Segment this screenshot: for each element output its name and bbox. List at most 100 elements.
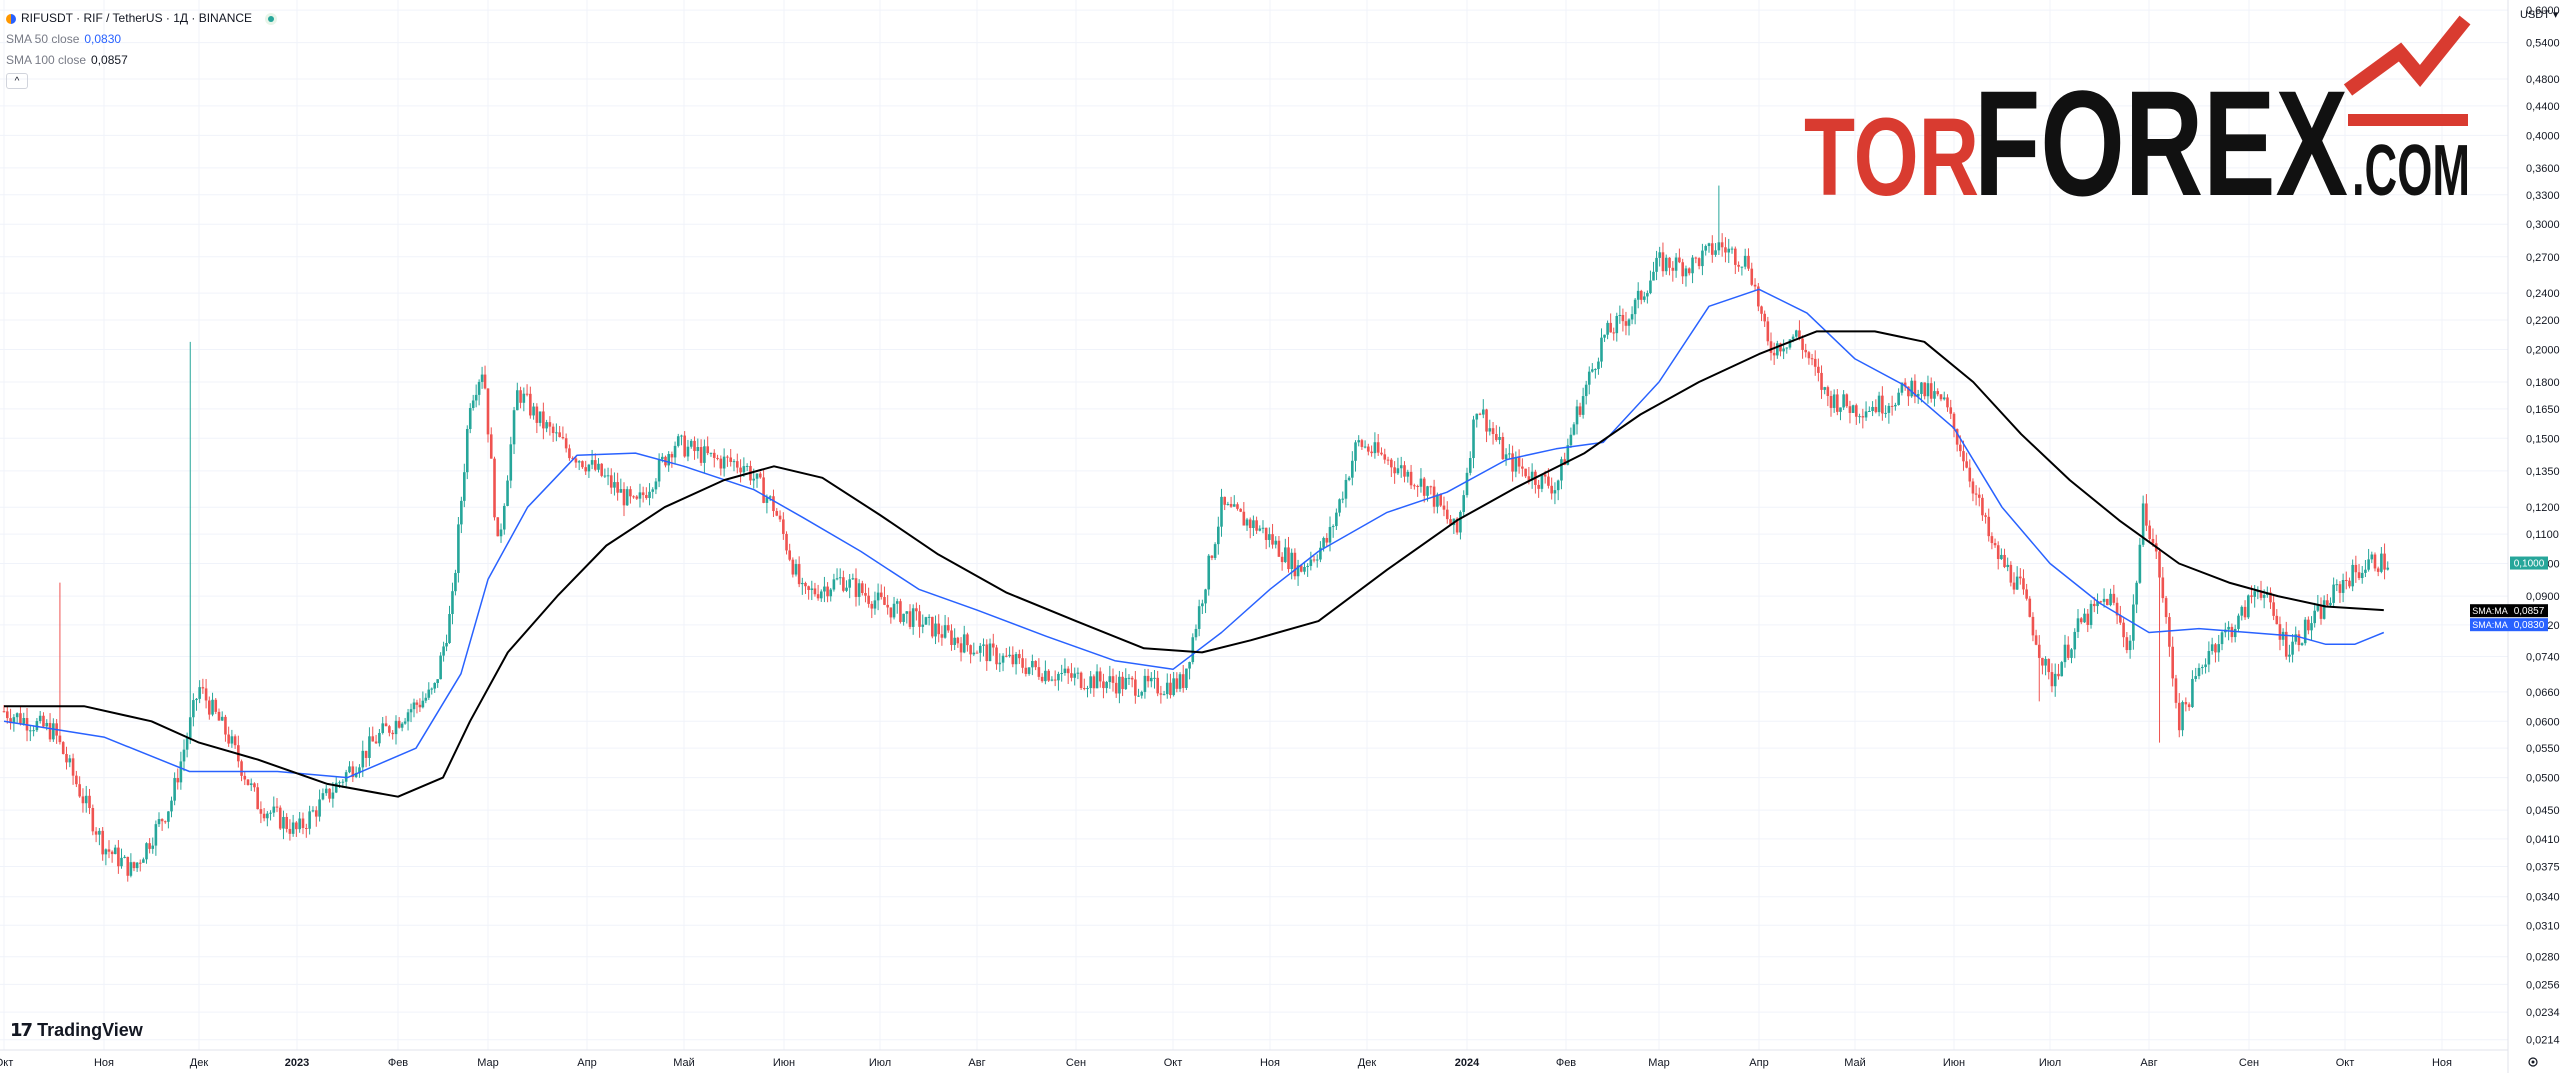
- candle-body: [1021, 658, 1024, 668]
- candle-body: [609, 475, 613, 488]
- y-tick-label: 0,1650: [2526, 404, 2560, 416]
- candle-body: [1213, 544, 1217, 558]
- candle-body: [667, 454, 670, 466]
- candle-body: [716, 457, 719, 459]
- tradingview-branding[interactable]: 𝟭𝟳 TradingView: [10, 1020, 143, 1041]
- candle-body: [1442, 505, 1446, 510]
- candle-body: [1981, 497, 1984, 516]
- candle-body: [972, 652, 976, 655]
- x-tick-label: Авг: [2140, 1057, 2157, 1069]
- candle-body: [2141, 503, 2145, 545]
- candle-body: [65, 753, 68, 763]
- candle-body: [1877, 395, 1881, 413]
- candle-body: [1293, 552, 1297, 577]
- candle-body: [1766, 321, 1770, 342]
- candle-body: [400, 723, 404, 728]
- candle-body: [680, 435, 683, 437]
- candle-body: [2386, 567, 2390, 570]
- candle-body: [195, 698, 198, 701]
- candle-body: [2037, 644, 2041, 658]
- indicator-sma50-row[interactable]: SMA 50 close 0,0830: [6, 29, 277, 50]
- candle-body: [1691, 257, 1694, 274]
- candle-body: [1782, 348, 1785, 352]
- candle-body: [1306, 565, 1309, 567]
- candle-body: [1527, 476, 1531, 481]
- candle-body: [1636, 290, 1640, 300]
- x-tick-label: 2024: [1455, 1057, 1480, 1069]
- candle-body: [1845, 394, 1849, 407]
- candle-body: [590, 460, 594, 465]
- candle-body: [902, 613, 905, 622]
- candle-body: [2207, 651, 2211, 665]
- candle-body: [1511, 453, 1514, 472]
- candle-body: [1462, 495, 1466, 512]
- candle-body: [768, 496, 772, 498]
- symbol-row[interactable]: RIFUSDT · RIF / TetherUS · 1Д · BINANCE: [6, 8, 278, 29]
- candle-body: [2122, 622, 2125, 638]
- candle-body: [448, 614, 451, 643]
- gear-icon[interactable]: [2527, 1056, 2539, 1068]
- candle-body: [2022, 578, 2025, 590]
- candle-body: [71, 758, 75, 776]
- candle-body: [1344, 479, 1348, 499]
- candle-body: [759, 473, 762, 478]
- indicator-sma100-row[interactable]: SMA 100 close 0,0857: [6, 50, 277, 71]
- candle-body: [538, 411, 542, 423]
- y-tick-label: 0,2400: [2526, 288, 2560, 300]
- candle-body: [794, 564, 798, 575]
- candle-body: [1913, 380, 1917, 397]
- candle-body: [2354, 564, 2358, 573]
- candle-body: [224, 716, 227, 735]
- candle-body: [722, 456, 726, 469]
- time-axis[interactable]: Окт Ноя Дек 2023 Фев Мар Апр Май Июн Июл Авг Сен Окт…: [0, 1049, 2508, 1069]
- candle-body: [1627, 319, 1631, 326]
- candle-body: [2278, 624, 2282, 640]
- candle-body: [1566, 445, 1570, 465]
- candle-body: [1788, 339, 1792, 348]
- candle-body: [782, 519, 785, 534]
- candle-body: [1156, 677, 1159, 694]
- y-tick-label: 0,1200: [2526, 502, 2560, 514]
- candle-body: [683, 435, 686, 457]
- candle-body: [1707, 243, 1711, 247]
- candle-body: [978, 645, 982, 653]
- candle-body: [421, 700, 425, 708]
- candle-body: [772, 496, 775, 512]
- candle-body: [519, 390, 522, 403]
- candle-body: [892, 603, 896, 618]
- price-axis[interactable]: 0,6000 0,5400 0,4800 0,4400 0,4000 0,3600 0,33…: [2507, 0, 2560, 1073]
- y-tick-label: 0,2200: [2526, 315, 2560, 327]
- y-tick-label: 0,2000: [2526, 344, 2560, 356]
- candle-body: [454, 572, 457, 592]
- candle-body: [752, 478, 756, 481]
- candle-body: [1089, 676, 1092, 689]
- candle-body: [278, 807, 282, 829]
- candle-body: [84, 795, 88, 804]
- candle-body: [91, 808, 95, 832]
- candle-body: [1373, 442, 1377, 454]
- candle-body: [1127, 677, 1131, 679]
- candle-body: [1757, 286, 1760, 307]
- symbol-title[interactable]: RIFUSDT · RIF / TetherUS · 1Д · BINANCE: [21, 11, 253, 25]
- candle-body: [1037, 667, 1041, 677]
- candle-body: [876, 592, 880, 601]
- candle-body: [465, 429, 469, 473]
- candle-body: [638, 492, 642, 499]
- candle-body: [1923, 382, 1926, 397]
- candle-body: [256, 787, 259, 810]
- candle-body: [1073, 673, 1076, 678]
- candle-body: [424, 697, 428, 701]
- candle-body: [867, 595, 870, 604]
- collapse-legend-button[interactable]: ^: [6, 73, 28, 89]
- candle-body: [629, 489, 632, 497]
- currency-selector[interactable]: USDT ▾: [2520, 8, 2558, 21]
- candle-body: [959, 643, 963, 653]
- candle-body: [1747, 255, 1750, 269]
- candle-body: [1785, 347, 1789, 349]
- candle-body: [1801, 338, 1804, 350]
- candle-body: [1763, 313, 1766, 322]
- candle-body: [2187, 704, 2191, 708]
- coin-icon: [6, 13, 16, 24]
- candle-body: [1820, 372, 1823, 390]
